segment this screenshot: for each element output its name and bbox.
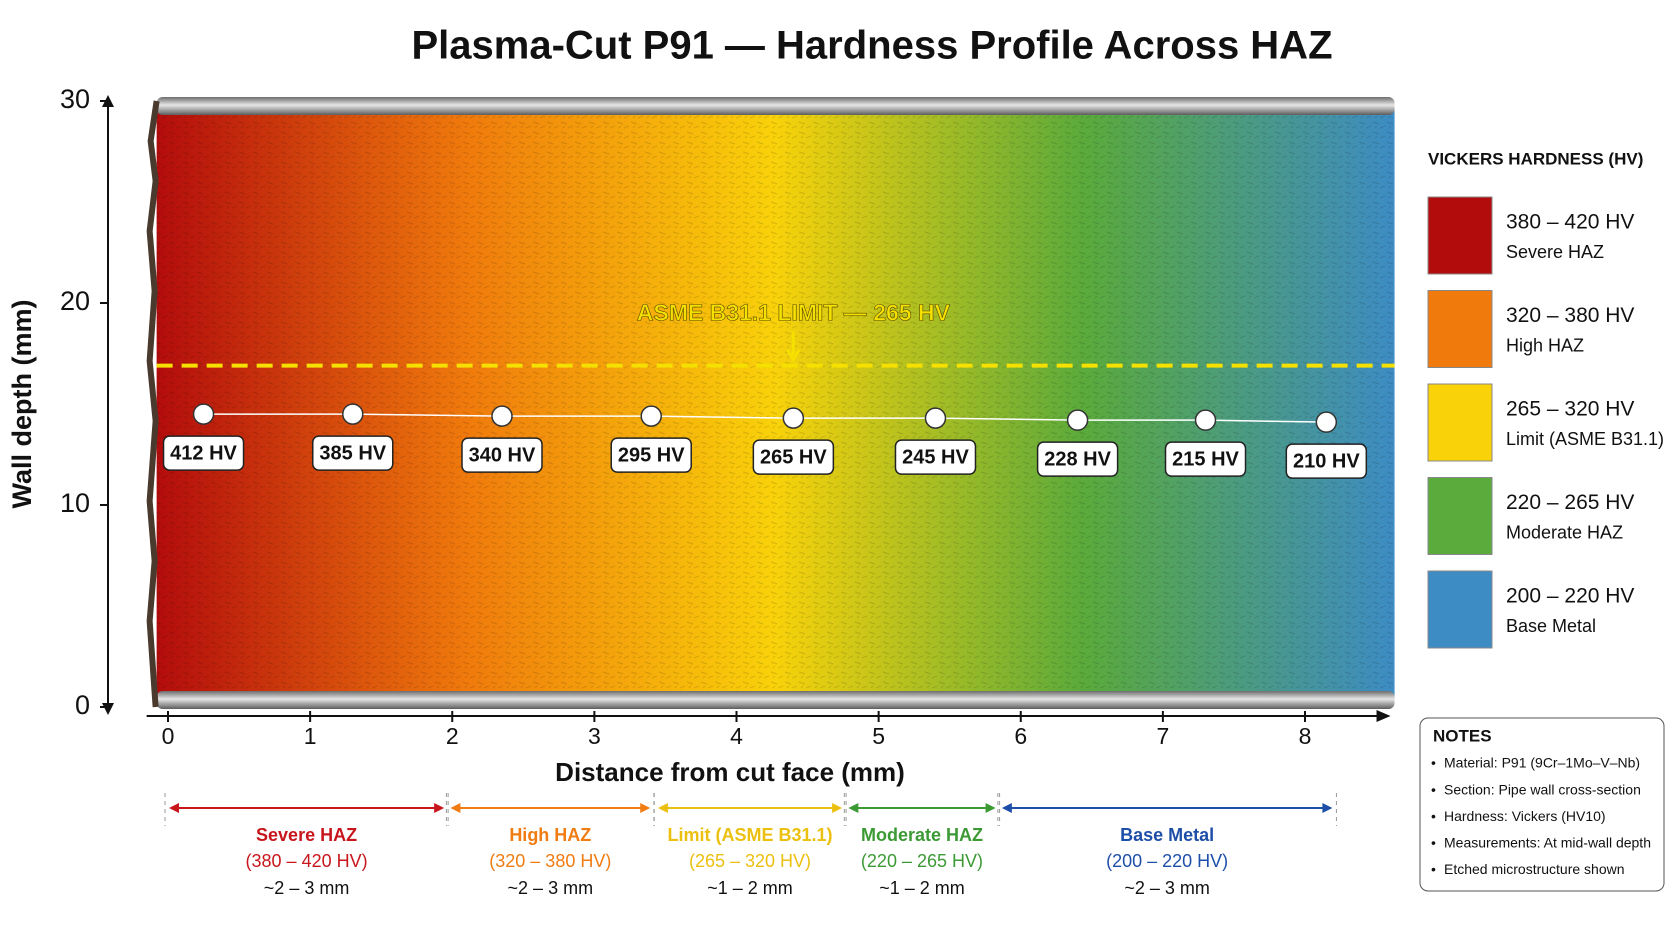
x-axis-arrow [1376,710,1391,722]
zone-range: (220 – 265 HV) [861,851,983,871]
legend-swatch [1427,477,1493,555]
value-label: 295 HV [618,444,685,466]
value-label-box [1285,443,1368,479]
value-label-box [461,437,543,473]
measurement-point [342,403,364,425]
plate-bottom-edge [156,691,1395,709]
legend-description: Moderate HAZ [1506,522,1623,542]
zone-width: ~1 – 2 mm [879,878,965,898]
notes-item: Measurements: At mid-wall depth [1444,835,1651,851]
value-label-box [312,435,394,471]
notes-item: Hardness: Vickers (HV10) [1444,808,1606,824]
chart-title: Plasma-Cut P91 — Hardness Profile Across… [411,24,1332,68]
y-tick-label: 20 [60,286,90,316]
legend-description: High HAZ [1506,335,1584,355]
value-label: 340 HV [469,444,536,466]
cut-face [146,100,160,708]
value-label-box [610,437,692,473]
legend-swatch [1427,383,1493,462]
legend-range: 200 – 220 HV [1506,585,1634,608]
legend-swatch [1427,570,1493,649]
zone-range: (265 – 320 HV) [689,851,811,871]
notes-bullet: • [1431,755,1436,771]
zone-name: Severe HAZ [256,825,357,845]
measurement-point [491,405,513,427]
limit-label: ASME B31.1 LIMIT — 265 HV [637,300,951,326]
zone-width: ~1 – 2 mm [707,878,793,898]
notes-bullet: • [1431,808,1436,824]
x-tick-label: 3 [588,723,601,749]
measurement-point [924,407,947,429]
y-tick-label: 10 [60,488,90,518]
notes-box [1419,717,1665,892]
measurement-point [640,405,662,427]
x-tick-label: 5 [872,723,885,749]
legend-range: 320 – 380 HV [1506,304,1634,327]
legend-swatch [1427,196,1493,275]
notes-item: Material: P91 (9Cr–1Mo–V–Nb) [1444,755,1640,771]
measurement-point [1315,411,1338,433]
value-label: 265 HV [760,446,827,468]
limit-arrow [786,331,801,363]
plate-texture [156,101,1395,707]
notes-bullet: • [1431,861,1436,877]
value-label-box [162,435,245,471]
measurement-point [782,407,805,429]
y-tick-label: 0 [75,690,90,720]
zone-width: ~2 – 3 mm [264,878,350,898]
value-label: 245 HV [902,446,969,468]
notes-item: Etched microstructure shown [1444,861,1625,877]
measurement-point [1194,409,1217,431]
legend-range: 380 – 420 HV [1506,211,1634,234]
legend-range: 220 – 265 HV [1506,491,1634,514]
value-label-box [1036,441,1119,477]
zone-name: High HAZ [509,825,591,845]
legend-swatch [1427,290,1493,368]
notes-item: Section: Pipe wall cross-section [1444,781,1641,797]
legend-range: 265 – 320 HV [1506,398,1634,421]
zone-name: Limit (ASME B31.1) [667,825,832,845]
measurement-point [1066,409,1089,431]
y-axis-label: Wall depth (mm) [7,300,37,509]
x-tick-label: 8 [1299,723,1312,749]
zone-range: (320 – 380 HV) [489,851,611,871]
x-tick-label: 1 [304,723,317,749]
value-label: 215 HV [1172,448,1239,470]
y-tick-label: 30 [60,84,90,114]
value-label: 210 HV [1293,450,1360,472]
notes-title: NOTES [1433,726,1492,745]
value-label-box [894,439,977,475]
x-tick-label: 4 [730,723,743,749]
notes-bullet: • [1431,781,1436,797]
measurement-point [192,403,215,425]
x-axis-label: Distance from cut face (mm) [555,757,905,787]
zone-name: Base Metal [1120,825,1214,845]
value-label: 385 HV [319,442,386,464]
zone-width: ~2 – 3 mm [1124,878,1210,898]
notes-bullet: • [1431,835,1436,851]
zone-range: (200 – 220 HV) [1106,851,1228,871]
zone-width: ~2 – 3 mm [508,878,594,898]
x-tick-label: 6 [1014,723,1027,749]
legend-title: VICKERS HARDNESS (HV) [1428,149,1643,168]
value-label: 228 HV [1044,448,1111,470]
zone-name: Moderate HAZ [861,825,983,845]
plate-top-edge [156,97,1395,115]
value-label-box [752,439,835,475]
zone-range: (380 – 420 HV) [246,851,368,871]
legend-description: Limit (ASME B31.1) [1506,429,1664,449]
value-label: 412 HV [170,442,237,464]
x-tick-label: 7 [1156,723,1169,749]
legend-description: Severe HAZ [1506,242,1604,262]
legend-description: Base Metal [1506,616,1596,636]
value-label-box [1164,441,1247,477]
x-tick-label: 2 [446,723,459,749]
x-tick-label: 0 [162,723,175,749]
